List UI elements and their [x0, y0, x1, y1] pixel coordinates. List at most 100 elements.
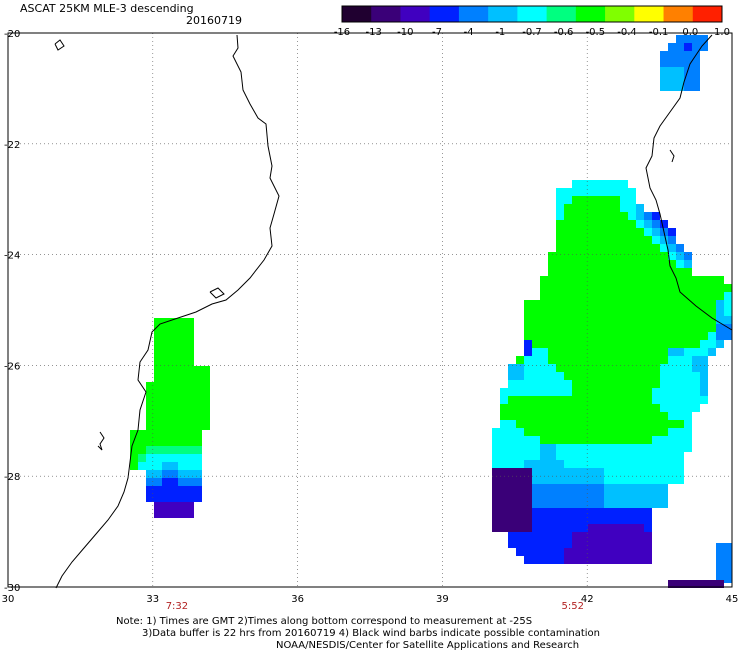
- swath-cell: [612, 220, 620, 228]
- swath-cell: [508, 388, 516, 396]
- swath-cell: [524, 348, 532, 356]
- swath-cell: [540, 548, 548, 556]
- swath-cell: [628, 244, 636, 252]
- swath-cell: [644, 276, 652, 284]
- swath-cell: [178, 454, 186, 462]
- swath-cell: [660, 380, 668, 388]
- swath-cell: [684, 380, 692, 388]
- swath-cell: [532, 540, 540, 548]
- swath-cell: [556, 444, 564, 452]
- swath-cell: [644, 412, 652, 420]
- swath-cell: [540, 492, 548, 500]
- swath-cell: [628, 444, 636, 452]
- swath-cell: [170, 430, 178, 438]
- swath-cell: [660, 492, 668, 500]
- swath-cell: [676, 436, 684, 444]
- swath-cell: [660, 300, 668, 308]
- swath-cell: [620, 348, 628, 356]
- swath-cell: [500, 492, 508, 500]
- swath-cell: [556, 308, 564, 316]
- swath-cell: [524, 508, 532, 516]
- note-line-3: NOAA/NESDIS/Center for Satellite Applica…: [276, 640, 579, 651]
- swath-cell: [580, 204, 588, 212]
- swath-cell: [572, 268, 580, 276]
- swath-cell: [604, 492, 612, 500]
- swath-cell: [508, 532, 516, 540]
- swath-cell: [588, 356, 596, 364]
- swath-cell: [580, 404, 588, 412]
- swath-cell: [596, 292, 604, 300]
- swath-cell: [170, 342, 178, 350]
- swath-cell: [676, 372, 684, 380]
- swath-cell: [604, 268, 612, 276]
- swath-cell: [540, 308, 548, 316]
- swath-cell: [524, 420, 532, 428]
- swath-cell: [628, 524, 636, 532]
- swath-cell: [652, 332, 660, 340]
- swath-cell: [604, 516, 612, 524]
- swath-cell: [692, 388, 700, 396]
- swath-cell: [508, 372, 516, 380]
- swath-cell: [162, 382, 170, 390]
- swath-cell: [516, 532, 524, 540]
- swath-cell: [524, 428, 532, 436]
- swath-cell: [700, 300, 708, 308]
- swath-cell: [644, 452, 652, 460]
- swath-cell: [692, 75, 700, 83]
- swath-cell: [676, 380, 684, 388]
- swath-cell: [556, 204, 564, 212]
- swath-cell: [596, 524, 604, 532]
- swath-cell: [620, 388, 628, 396]
- swath-cell: [162, 502, 170, 510]
- swath-cell: [652, 308, 660, 316]
- swath-cell: [620, 308, 628, 316]
- swath-cell: [676, 252, 684, 260]
- swath-cell: [572, 300, 580, 308]
- swath-cell: [612, 252, 620, 260]
- swath-cell: [572, 220, 580, 228]
- swath-cell: [572, 316, 580, 324]
- swath-cell: [676, 444, 684, 452]
- swath-cell: [564, 236, 572, 244]
- swath-cell: [660, 420, 668, 428]
- swath-cell: [660, 396, 668, 404]
- swath-cell: [524, 468, 532, 476]
- swath-cell: [580, 476, 588, 484]
- swath-cell: [588, 244, 596, 252]
- swath-cell: [620, 524, 628, 532]
- swath-cell: [660, 428, 668, 436]
- swath-cell: [628, 228, 636, 236]
- swath-cell: [186, 438, 194, 446]
- colorbar-swatch: [664, 6, 694, 22]
- swath-cell: [588, 516, 596, 524]
- swath-cell: [724, 292, 732, 300]
- swath-cell: [604, 284, 612, 292]
- swath-cell: [692, 292, 700, 300]
- swath-cell: [162, 406, 170, 414]
- swath-cell: [652, 452, 660, 460]
- swath-cell: [580, 396, 588, 404]
- swath-cell: [564, 452, 572, 460]
- island-outline: [55, 40, 64, 50]
- swath-cell: [580, 452, 588, 460]
- swath-cell: [580, 436, 588, 444]
- swath-cell: [652, 228, 660, 236]
- swath-cell: [724, 332, 732, 340]
- swath-cell: [186, 446, 194, 454]
- swath-cell: [548, 388, 556, 396]
- swath-cell: [596, 332, 604, 340]
- swath-cell: [612, 556, 620, 564]
- swath-cell: [716, 567, 724, 575]
- swath-cell: [620, 428, 628, 436]
- swath-cell: [580, 524, 588, 532]
- swath-cell: [660, 276, 668, 284]
- swath-cell: [524, 436, 532, 444]
- swath-cell: [684, 404, 692, 412]
- swath-cell: [556, 244, 564, 252]
- swath-cell: [692, 348, 700, 356]
- swath-cell: [186, 358, 194, 366]
- swath-cell: [588, 276, 596, 284]
- swath-cell: [636, 316, 644, 324]
- swath-cell: [628, 500, 636, 508]
